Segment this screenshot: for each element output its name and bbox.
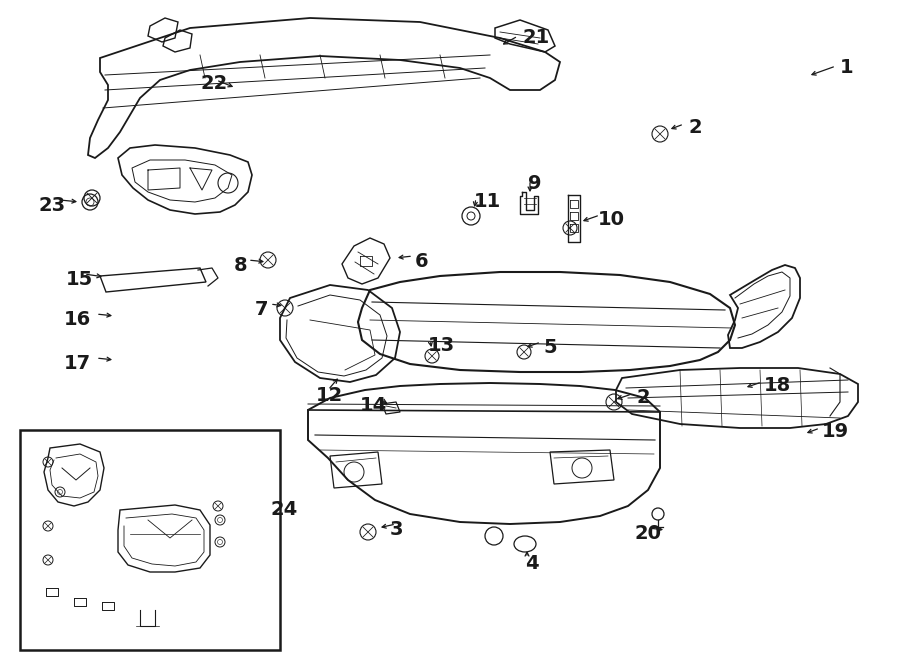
- Text: 19: 19: [822, 422, 849, 441]
- Text: 8: 8: [234, 256, 248, 275]
- Text: 18: 18: [764, 376, 791, 395]
- Text: 21: 21: [522, 28, 549, 47]
- Text: 14: 14: [360, 396, 387, 415]
- Text: 5: 5: [543, 338, 556, 357]
- Bar: [20, 430, 280, 650]
- Text: 13: 13: [428, 336, 455, 355]
- Text: 20: 20: [634, 524, 661, 543]
- Text: 12: 12: [316, 386, 343, 405]
- Text: 24: 24: [270, 500, 297, 519]
- Text: 3: 3: [390, 520, 403, 539]
- Text: 10: 10: [598, 210, 625, 229]
- Text: 22: 22: [200, 74, 227, 93]
- Text: 6: 6: [415, 252, 428, 271]
- Text: 7: 7: [255, 300, 268, 319]
- Text: 16: 16: [64, 310, 91, 329]
- Text: 23: 23: [38, 196, 65, 215]
- Text: 9: 9: [528, 174, 542, 193]
- Text: 15: 15: [66, 270, 94, 289]
- Text: 17: 17: [64, 354, 91, 373]
- Text: 4: 4: [525, 554, 538, 573]
- Text: 1: 1: [840, 58, 853, 77]
- Text: 11: 11: [474, 192, 501, 211]
- Text: 2: 2: [688, 118, 702, 137]
- Text: 2: 2: [636, 388, 650, 407]
